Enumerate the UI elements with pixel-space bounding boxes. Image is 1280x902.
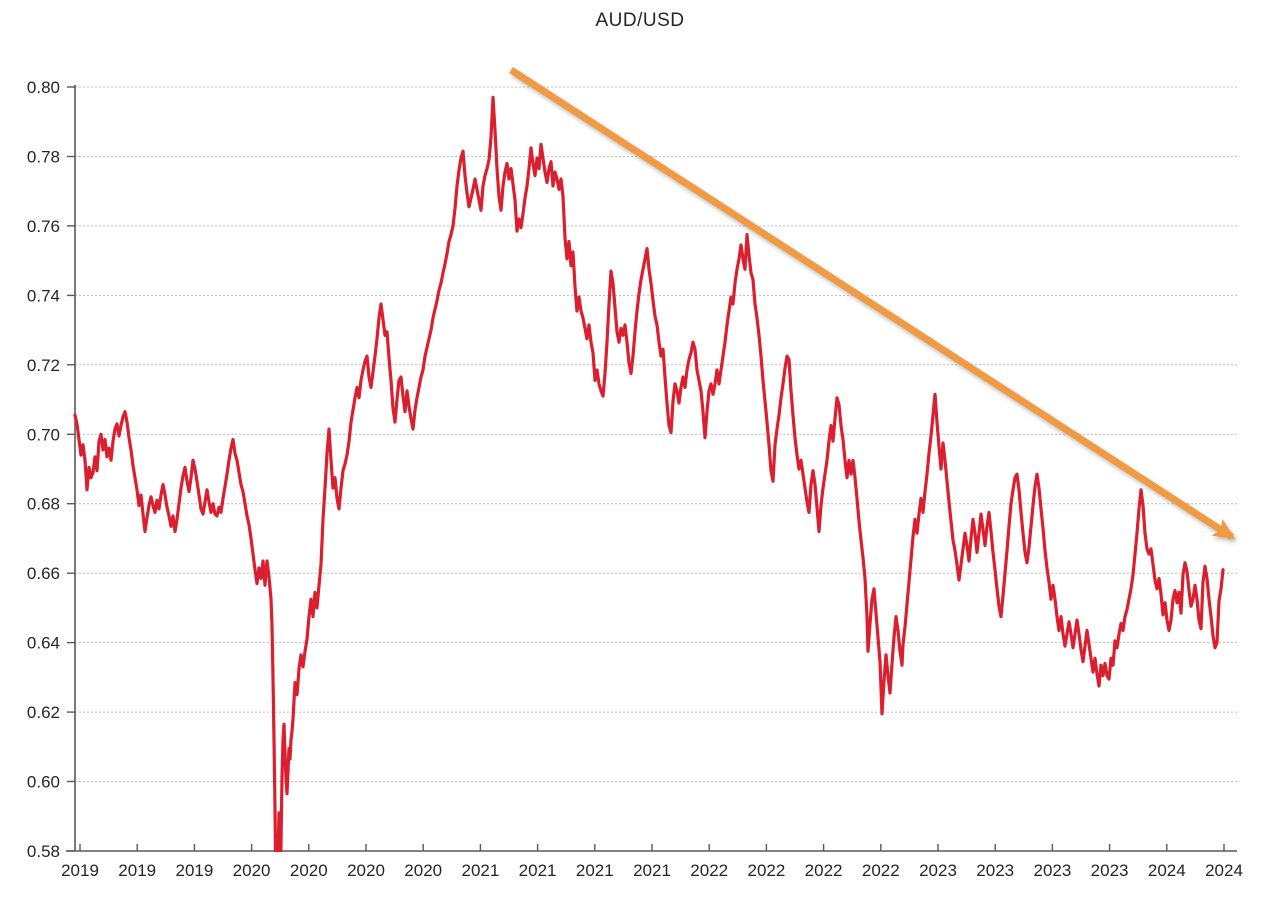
axes: 0.58 0.60 0.62 0.64 0.66 0.68 0.70 0.72 0.74 0.76… [27, 78, 1243, 880]
x-tick-label: 2019 [118, 861, 156, 880]
x-tick-label: 2020 [404, 861, 442, 880]
x-tick-label: 2023 [919, 861, 957, 880]
x-tick-label: 2024 [1205, 861, 1243, 880]
y-tick-label: 0.66 [27, 564, 60, 583]
x-tick-label: 2022 [690, 861, 728, 880]
x-tick-label: 2021 [576, 861, 614, 880]
y-tick-label: 0.74 [27, 286, 60, 305]
x-tick-label: 2021 [633, 861, 671, 880]
x-tick-label: 2020 [233, 861, 271, 880]
price-line-aud-usd [73, 95, 1225, 852]
x-tick-label: 2022 [805, 861, 843, 880]
x-tick-label: 2020 [290, 861, 328, 880]
y-tick-label: 0.80 [27, 78, 60, 97]
trend-arrow [509, 67, 1236, 540]
x-tick-label: 2023 [976, 861, 1014, 880]
x-tick-label: 2024 [1148, 861, 1186, 880]
y-tick-label: 0.58 [27, 842, 60, 861]
x-tick-label: 2021 [519, 861, 557, 880]
y-tick-label: 0.70 [27, 425, 60, 444]
y-tick-label: 0.60 [27, 773, 60, 792]
x-tick-label: 2019 [61, 861, 99, 880]
x-tick-label: 2020 [347, 861, 385, 880]
trend-arrow-line [509, 67, 1236, 540]
x-tick-label: 2021 [461, 861, 499, 880]
x-tick-label: 2019 [175, 861, 213, 880]
x-tick-label: 2022 [862, 861, 900, 880]
y-tick-label: 0.68 [27, 495, 60, 514]
y-tick-label: 0.76 [27, 217, 60, 236]
x-tick-label: 2022 [747, 861, 785, 880]
y-tick-label: 0.72 [27, 356, 60, 375]
y-tick-label: 0.62 [27, 703, 60, 722]
gridlines [75, 86, 1237, 782]
x-tick-label: 2023 [1091, 861, 1129, 880]
chart-title: AUD/USD [595, 10, 685, 31]
x-tick-label: 2023 [1033, 861, 1071, 880]
y-tick-label: 0.78 [27, 148, 60, 167]
y-tick-label: 0.64 [27, 634, 60, 653]
